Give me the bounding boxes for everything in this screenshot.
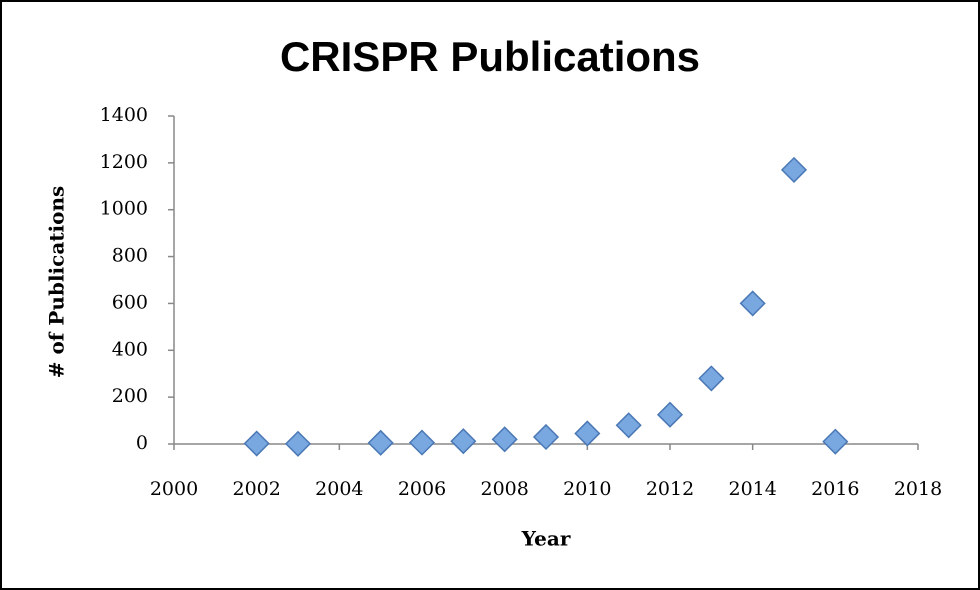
x-tick-label: 2012	[646, 478, 694, 500]
y-tick-label: 1200	[100, 151, 148, 173]
x-tick-label: 2004	[315, 478, 363, 500]
chart-title: CRISPR Publications	[280, 33, 700, 80]
data-point	[574, 420, 601, 447]
data-point	[656, 401, 684, 428]
x-tick-label: 2000	[150, 478, 198, 500]
y-tick-label: 0	[136, 432, 148, 454]
y-tick-label: 200	[112, 385, 148, 407]
data-point	[367, 429, 394, 456]
y-tick-label: 400	[112, 338, 148, 360]
data-point	[450, 428, 477, 455]
x-tick-label: 2008	[480, 478, 528, 500]
data-point	[532, 423, 560, 451]
y-tick-label: 800	[112, 245, 148, 267]
y-tick-label: 1000	[100, 198, 148, 220]
y-tick-label: 600	[112, 291, 148, 313]
data-point	[243, 430, 270, 457]
data-point	[408, 429, 436, 456]
data-point	[698, 365, 725, 392]
x-tick-label: 2014	[728, 478, 776, 500]
x-tick-label: 2016	[811, 478, 859, 500]
data-point	[780, 156, 808, 183]
y-axis-label: # of Publications	[45, 186, 69, 379]
x-axis-label: Year	[521, 527, 571, 551]
data-point	[615, 412, 642, 439]
data-point	[739, 290, 766, 317]
data-point	[491, 426, 518, 453]
x-tick-label: 2010	[563, 478, 611, 500]
data-point	[284, 430, 312, 457]
x-tick-label: 2018	[894, 478, 942, 500]
y-tick-label: 1400	[100, 104, 148, 126]
x-tick-label: 2006	[398, 478, 446, 500]
data-point	[822, 428, 849, 455]
x-tick-label: 2002	[232, 478, 280, 500]
